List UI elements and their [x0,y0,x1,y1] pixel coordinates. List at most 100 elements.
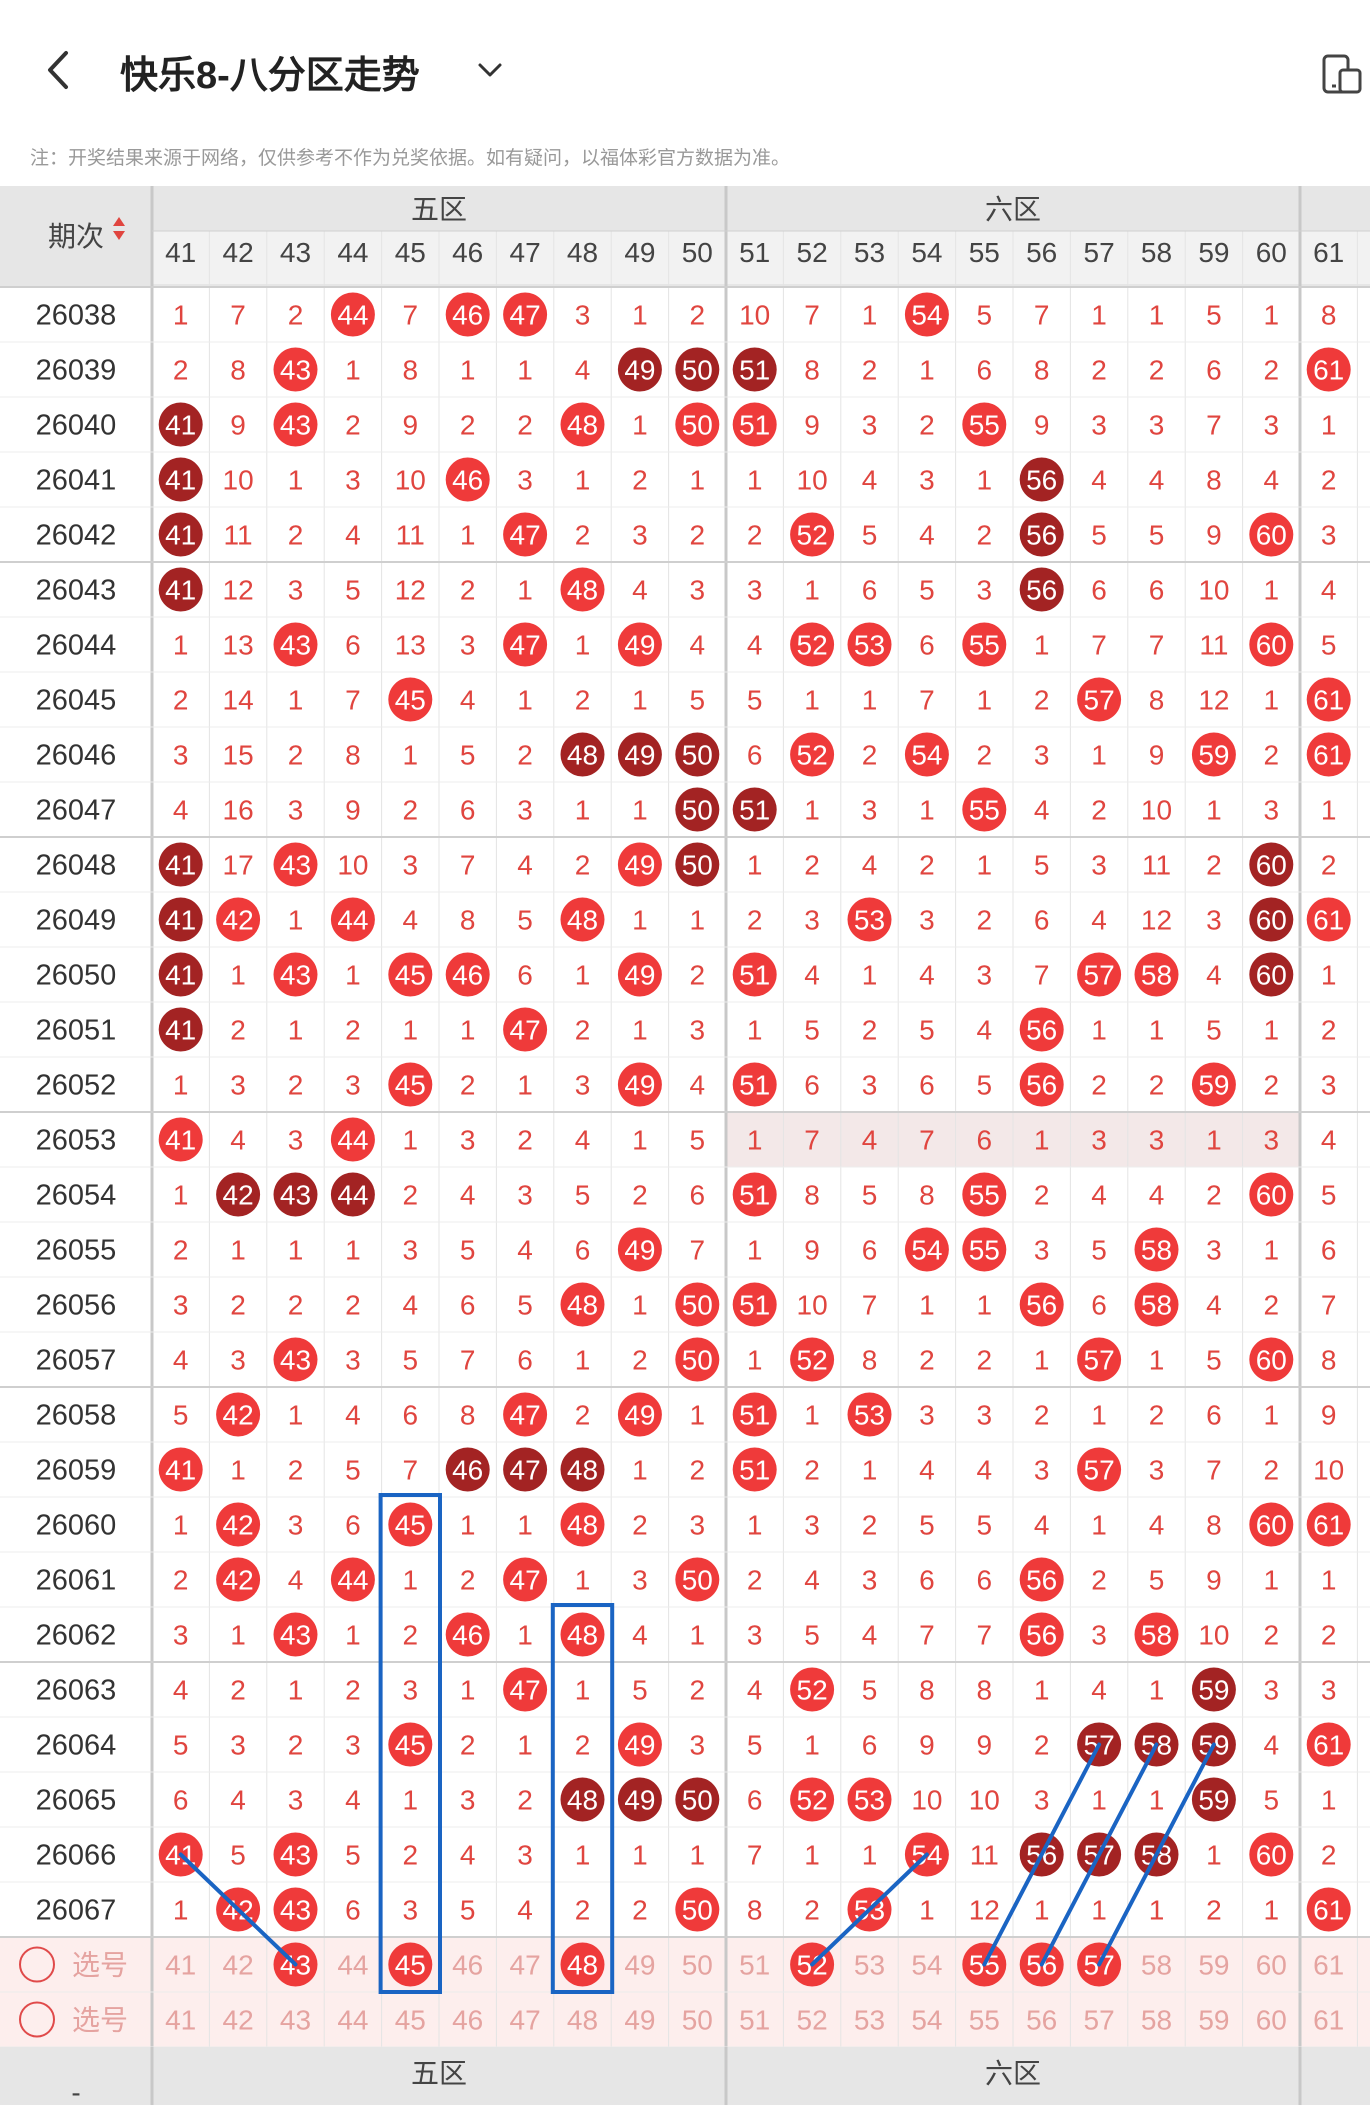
miss-count: 1 [1149,1785,1165,1816]
select-number[interactable]: 51 [739,2005,770,2036]
miss-count: 1 [403,1015,419,1046]
select-row-label[interactable]: 选号 [72,1950,128,1981]
hit-ball [790,1777,835,1822]
miss-count: 3 [1206,905,1222,936]
select-number[interactable]: 59 [1198,1950,1229,1981]
phone-layout-icon[interactable] [1320,52,1364,96]
column-header-46: 46 [452,237,483,268]
select-number[interactable]: 57 [1084,2005,1115,2036]
miss-count: 4 [919,1455,935,1486]
miss-count: 7 [403,300,419,331]
select-number[interactable]: 53 [854,1950,885,1981]
hit-number: 51 [739,1455,770,1486]
hit-number: 56 [1026,575,1057,606]
select-number[interactable]: 52 [797,2005,828,2036]
hit-number: 44 [337,300,368,331]
hit-ball [617,1392,662,1437]
select-number[interactable]: 60 [1256,2005,1287,2036]
period-cell: 26065 [36,1785,117,1817]
miss-count: 2 [230,1290,246,1321]
select-number[interactable]: 54 [911,1950,942,1981]
miss-count: 7 [403,1455,419,1486]
select-radio[interactable] [19,2001,55,2038]
column-header-41: 41 [165,237,196,268]
hit-number: 46 [452,1455,483,1486]
period-cell: 26046 [36,740,117,772]
select-number[interactable]: 43 [280,2005,311,2036]
miss-count: 2 [517,410,533,441]
select-number[interactable]: 45 [395,2005,426,2036]
hit-number: 45 [395,685,426,716]
select-number[interactable]: 50 [682,2005,713,2036]
chevron-down-icon[interactable] [475,55,505,85]
column-header-51: 51 [739,237,770,268]
miss-count: 7 [1034,300,1050,331]
miss-count: 1 [919,355,935,386]
select-number[interactable]: 56 [1026,2005,1057,2036]
select-number[interactable]: 44 [337,2005,368,2036]
hit-number: 45 [395,960,426,991]
select-number[interactable]: 46 [452,1950,483,1981]
select-number[interactable]: 49 [624,1950,655,1981]
miss-count: 2 [632,1510,648,1541]
select-number[interactable]: 61 [1313,1950,1344,1981]
hit-number: 57 [1084,685,1115,716]
miss-count: 5 [1034,850,1050,881]
hit-ball [847,897,892,942]
select-number[interactable]: 54 [911,2005,942,2036]
miss-count: 1 [862,685,878,716]
select-number[interactable]: 46 [452,2005,483,2036]
select-number[interactable]: 42 [223,1950,254,1981]
select-number[interactable]: 53 [854,2005,885,2036]
miss-count: 13 [223,630,254,661]
hit-ball [560,567,605,612]
hit-ball [675,1282,720,1327]
sort-up-icon[interactable] [113,217,125,226]
miss-count: 6 [919,630,935,661]
hit-number: 43 [280,1895,311,1926]
select-number[interactable]: 41 [165,2005,196,2036]
select-row-label[interactable]: 选号 [72,2005,128,2036]
select-number[interactable]: 48 [567,2005,598,2036]
miss-count: 1 [403,740,419,771]
back-arrow-icon[interactable] [40,45,80,95]
select-number[interactable]: 49 [624,2005,655,2036]
selected-number[interactable]: 45 [395,1950,426,1981]
hit-number: 44 [337,1180,368,1211]
column-header-50: 50 [682,237,713,268]
select-number[interactable]: 61 [1313,2005,1344,2036]
select-radio[interactable] [19,1946,55,1983]
miss-count: 4 [1321,1125,1337,1156]
miss-count: 3 [1034,1235,1050,1266]
select-number[interactable]: 44 [337,1950,368,1981]
select-number[interactable]: 47 [510,1950,541,1981]
miss-count: 1 [862,1840,878,1871]
miss-count: 4 [230,1125,246,1156]
select-number[interactable]: 47 [510,2005,541,2036]
select-number[interactable]: 58 [1141,2005,1172,2036]
selected-ball[interactable] [388,1942,433,1987]
miss-count: 6 [1321,1235,1337,1266]
select-number[interactable]: 41 [165,1950,196,1981]
hit-ball [1019,512,1064,557]
miss-count: 2 [173,355,189,386]
miss-count: 3 [977,960,993,991]
select-number[interactable]: 50 [682,1950,713,1981]
selected-ball[interactable] [560,1942,605,1987]
sort-down-icon[interactable] [113,231,125,240]
hit-ball [158,457,203,502]
select-number[interactable]: 58 [1141,1950,1172,1981]
select-number[interactable]: 59 [1198,2005,1229,2036]
miss-count: 11 [970,1840,999,1871]
select-number[interactable]: 60 [1256,1950,1287,1981]
miss-count: 1 [575,1565,591,1596]
select-number[interactable]: 42 [223,2005,254,2036]
page-title[interactable]: 快乐8-八分区走势 [120,55,420,97]
hit-number: 43 [280,410,311,441]
selected-number[interactable]: 48 [567,1950,598,1981]
hit-ball [388,952,433,997]
select-number[interactable]: 55 [969,2005,1000,2036]
miss-count: 1 [288,685,304,716]
miss-count: 7 [230,300,246,331]
select-number[interactable]: 51 [739,1950,770,1981]
